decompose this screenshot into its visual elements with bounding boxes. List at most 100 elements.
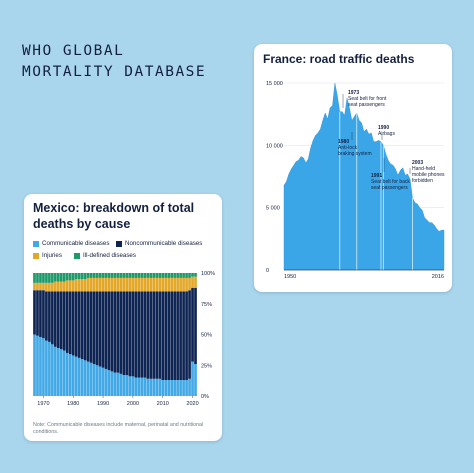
mexico-bar-segment [134, 291, 138, 378]
mexico-bar-segment [134, 273, 138, 278]
mexico-bar-segment [173, 273, 176, 278]
mexico-bar-segment [188, 277, 191, 291]
mexico-note: Note: Communicable diseases include mate… [33, 422, 204, 435]
mexico-bar-segment [170, 277, 173, 292]
mexico-bar-segment [39, 290, 42, 337]
mexico-y-tick-label: 50% [201, 333, 212, 339]
mexico-bar-segment [146, 277, 150, 292]
legend-swatch [116, 240, 122, 247]
mexico-bar-segment [191, 276, 194, 288]
mexico-bar-segment [77, 279, 81, 292]
mexico-bar-segment [188, 273, 191, 278]
mexico-bar-segment [155, 291, 159, 379]
mexico-y-tick-label: 0% [201, 394, 209, 400]
mexico-bar-segment [176, 277, 179, 292]
mexico-bar-segment [179, 277, 182, 292]
mexico-bar-segment [164, 380, 168, 396]
mexico-title: Mexico: breakdown of total deaths by cau… [33, 201, 195, 231]
mexico-bar-segment [62, 291, 66, 351]
mexico-bar-segment [104, 273, 108, 278]
mexico-bar-segment [176, 273, 179, 278]
mexico-y-tick-label: 75% [201, 302, 212, 308]
mexico-bar-segment [128, 291, 132, 377]
mexico-bar-segment [173, 291, 176, 381]
mexico-y-tick-label: 25% [201, 363, 212, 369]
mexico-bar-segment [125, 291, 129, 376]
mexico-bar-segment [68, 291, 72, 355]
mexico-bar-segment [51, 273, 54, 283]
mexico-bar-segment [149, 277, 153, 292]
legend-item-injuries: Injuries [33, 252, 62, 259]
mexico-bar-segment [83, 279, 87, 292]
mexico-bar-segment [68, 273, 72, 281]
mexico-bar-segment [86, 277, 90, 292]
mexico-bar-segment [131, 277, 135, 292]
mexico-bar-segment [74, 291, 78, 357]
mexico-bar-segment [83, 291, 87, 361]
mexico-bar-segment [62, 350, 66, 396]
mexico-bar-segment [143, 277, 147, 292]
mexico-bar-segment [86, 291, 90, 362]
mexico-bar-segment [92, 364, 96, 396]
mexico-chart: 0% 25% 50% 75% 100% 1970 1980 1990 2000 2010 2020 [33, 271, 215, 407]
france-y-tick-label: 0 [266, 268, 269, 274]
mexico-bar-segment [57, 291, 60, 349]
mexico-bar-segment [164, 277, 168, 292]
mexico-bar-segment [116, 277, 120, 292]
mexico-bar-segment [140, 291, 144, 378]
mexico-bar-segment [182, 380, 185, 396]
mexico-bar-segment [107, 277, 111, 292]
mexico-bar-segment [161, 380, 165, 396]
mexico-bar-segment [191, 361, 194, 396]
mexico-bar-segment [113, 277, 117, 292]
mexico-bar-segment [110, 273, 114, 278]
mexico-bar-segment [74, 279, 78, 292]
mexico-bar-segment [194, 364, 197, 396]
mexico-bar-segment [45, 282, 48, 292]
mexico-bar-segment [101, 273, 105, 278]
mexico-bar-segment [116, 291, 120, 373]
mexico-bar-segment [149, 378, 153, 396]
mexico-bar-segment [95, 365, 99, 396]
mexico-bar-segment [92, 291, 96, 365]
legend-swatch [74, 252, 80, 259]
mexico-x-tick-label: 1970 [37, 401, 49, 407]
mexico-bar-segment [54, 273, 57, 282]
france-annotation-text: seat passengers [348, 102, 385, 108]
mexico-bar-segment [92, 277, 96, 292]
mexico-bar-segment [152, 291, 156, 379]
mexico-bar-segment [152, 273, 156, 278]
mexico-bar-segment [65, 273, 69, 281]
mexico-bar-segment [188, 290, 191, 379]
mexico-bar-segment [101, 291, 105, 368]
mexico-bar-segment [51, 291, 54, 345]
mexico-x-tick-label: 2010 [157, 401, 169, 407]
mexico-bar-segment [107, 291, 111, 371]
mexico-bar-segment [185, 273, 188, 278]
mexico-bar-segment [179, 291, 182, 381]
france-annotation-year: 1980 [338, 139, 349, 145]
headline-line-1: WHO GLOBAL [22, 43, 125, 59]
mexico-bar-segment [42, 273, 45, 283]
mexico-bar-segment [74, 356, 78, 396]
mexico-bar-segment [89, 362, 93, 396]
mexico-bar-segment [54, 346, 57, 396]
mexico-bar-segment [86, 273, 90, 278]
mexico-bar-segment [146, 291, 150, 379]
mexico-bar-segment [167, 273, 171, 278]
mexico-bar-segment [131, 291, 135, 377]
mexico-x-tick-label: 2000 [127, 401, 139, 407]
mexico-bar-segment [143, 291, 147, 378]
mexico-bar-segment [119, 273, 123, 278]
france-annotation-text: forbidden [412, 178, 433, 184]
mexico-bar-segment [161, 277, 165, 292]
mexico-bar-segment [33, 282, 36, 291]
france-y-tick-label: 5 000 [266, 206, 280, 212]
mexico-bar-segment [119, 277, 123, 292]
mexico-bar-segment [57, 273, 60, 282]
legend-swatch [33, 252, 39, 259]
mexico-bar-segment [113, 291, 117, 373]
mexico-bar-segment [164, 291, 168, 381]
france-annotation-text: mobile phones [412, 172, 445, 178]
mexico-bar-segment [194, 287, 197, 365]
